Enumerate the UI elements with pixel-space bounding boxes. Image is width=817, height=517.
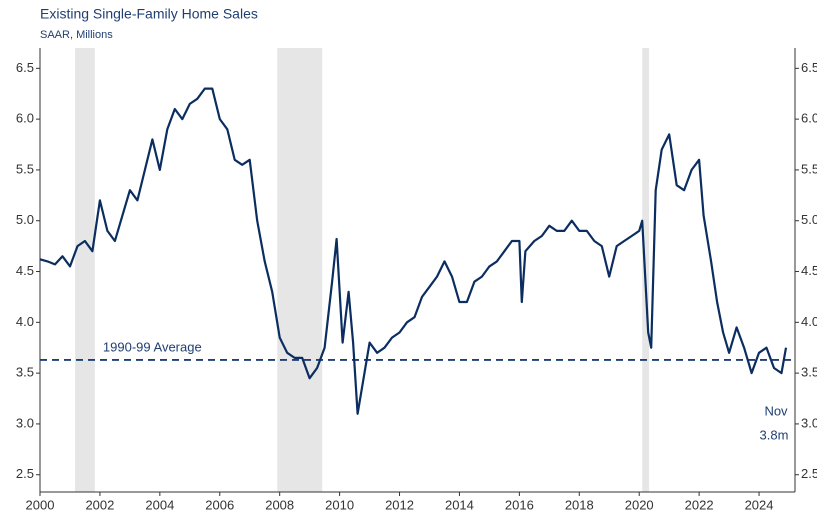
y-tick-label: 4.5 xyxy=(16,263,34,278)
x-tick-label: 2014 xyxy=(445,497,474,512)
y2-tick-label: 4.0 xyxy=(801,314,817,329)
y-tick-label: 2.5 xyxy=(16,466,34,481)
x-tick-label: 2012 xyxy=(385,497,414,512)
y-tick-label: 3.0 xyxy=(16,415,34,430)
y2-tick-label: 2.5 xyxy=(801,466,817,481)
chart-subtitle: SAAR, Millions xyxy=(40,29,113,41)
x-tick-label: 2016 xyxy=(505,497,534,512)
y-tick-label: 5.5 xyxy=(16,161,34,176)
x-tick-label: 2022 xyxy=(685,497,714,512)
sales-line xyxy=(39,87,788,415)
x-tick-label: 2008 xyxy=(265,497,294,512)
x-tick-label: 2006 xyxy=(205,497,234,512)
x-tick-label: 2020 xyxy=(625,497,654,512)
y2-tick-label: 5.5 xyxy=(801,161,817,176)
recession-band xyxy=(277,48,323,492)
y-tick-label: 6.5 xyxy=(16,60,34,75)
y-tick-label: 5.0 xyxy=(16,212,34,227)
y2-tick-label: 6.0 xyxy=(801,111,817,126)
x-tick-label: 2000 xyxy=(26,497,55,512)
x-tick-label: 2002 xyxy=(85,497,114,512)
y2-tick-label: 3.0 xyxy=(801,415,817,430)
chart-title: Existing Single-Family Home Sales xyxy=(40,6,258,22)
recession-band xyxy=(75,48,95,492)
y2-tick-label: 6.5 xyxy=(801,60,817,75)
annotation: 3.8m xyxy=(760,427,789,442)
y2-tick-label: 4.5 xyxy=(801,263,817,278)
y-tick-label: 3.5 xyxy=(16,365,34,380)
average-label: 1990-99 Average xyxy=(103,339,202,354)
y2-tick-label: 5.0 xyxy=(801,212,817,227)
x-tick-label: 2024 xyxy=(745,497,774,512)
y-tick-label: 4.0 xyxy=(16,314,34,329)
y-tick-label: 6.0 xyxy=(16,111,34,126)
x-tick-label: 2010 xyxy=(325,497,354,512)
annotation: Nov xyxy=(764,403,788,418)
x-tick-label: 2004 xyxy=(145,497,174,512)
y2-tick-label: 3.5 xyxy=(801,365,817,380)
x-tick-label: 2018 xyxy=(565,497,594,512)
